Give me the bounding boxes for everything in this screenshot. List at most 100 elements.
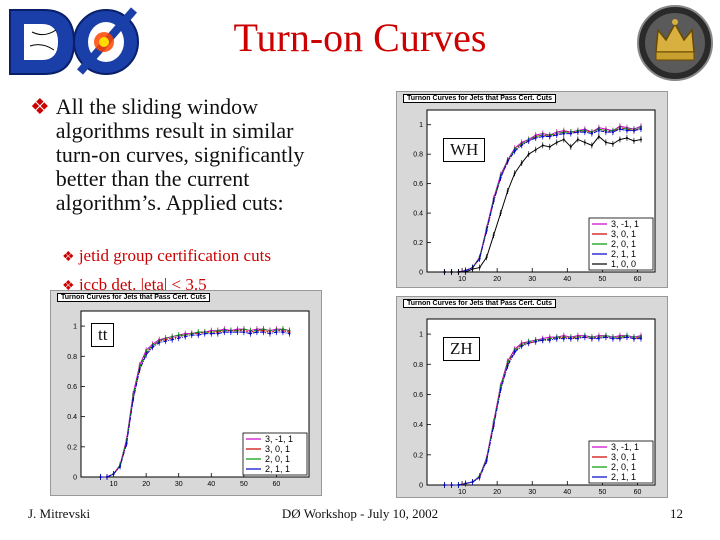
footer-author: J. Mitrevski	[28, 506, 91, 521]
data-point	[541, 339, 544, 342]
plot-label-zh: ZH	[443, 337, 480, 361]
data-point	[450, 271, 453, 273]
data-point	[611, 337, 614, 340]
legend-entry: 3, 0, 1	[265, 444, 290, 454]
series-line	[100, 331, 290, 478]
legend-entry: 1, 0, 0	[611, 259, 636, 269]
plot-wh: 10 20 30 40 50 60 0 0.2 0.4 0.6 0.8 1 3, -1, 1 3, 0, …	[396, 91, 668, 288]
sub-bullet-text: jccb det. |eta| < 3.5	[78, 275, 207, 294]
data-point	[499, 212, 502, 215]
data-point	[249, 332, 252, 335]
data-point	[125, 442, 128, 445]
data-point	[639, 138, 642, 141]
x-tick-label: 30	[175, 481, 183, 488]
series-line	[444, 128, 642, 273]
y-tick-label: 0.2	[413, 240, 423, 247]
y-tick-label: 0.4	[67, 414, 77, 421]
y-tick-label: 0.6	[413, 392, 423, 399]
x-tick-label: 10	[110, 481, 118, 488]
data-point	[506, 190, 509, 192]
x-tick-label: 30	[528, 489, 536, 496]
data-point	[177, 334, 180, 337]
data-point	[583, 336, 586, 339]
data-point	[611, 142, 614, 145]
data-point	[485, 459, 488, 462]
data-point	[597, 135, 600, 138]
legend-entry: 2, 0, 1	[265, 454, 290, 464]
data-point	[255, 331, 258, 334]
data-point	[281, 331, 284, 334]
data-point	[534, 340, 537, 343]
sub-bullet-text: jetid group certification cuts	[78, 246, 271, 265]
data-point	[576, 138, 579, 141]
data-point	[229, 331, 232, 334]
data-point	[184, 335, 187, 338]
data-point	[288, 329, 291, 332]
data-point	[555, 134, 558, 137]
data-point	[478, 266, 481, 269]
data-point	[457, 271, 460, 273]
x-tick-label: 60	[634, 489, 642, 496]
x-tick-label: 10	[458, 276, 466, 283]
data-point	[548, 135, 551, 138]
data-point	[520, 162, 523, 165]
slide-title: Turn-on Curves	[233, 15, 487, 60]
y-tick-label: 0.4	[413, 422, 423, 429]
legend-entry: 3, 0, 1	[611, 452, 636, 462]
y-tick-label: 0.6	[413, 181, 423, 188]
y-tick-label: 0	[73, 475, 77, 482]
data-point	[164, 340, 167, 343]
data-point	[527, 342, 530, 345]
data-point	[132, 399, 135, 402]
data-point	[478, 476, 481, 479]
y-tick-label: 0	[419, 483, 423, 490]
data-point	[478, 257, 481, 260]
x-tick-label: 10	[458, 489, 466, 496]
y-tick-label: 0.8	[413, 362, 423, 369]
data-point	[520, 345, 523, 348]
data-point	[590, 337, 593, 340]
data-point	[203, 332, 206, 335]
data-point	[262, 331, 265, 334]
y-tick-label: 0.6	[67, 384, 77, 391]
data-point	[164, 337, 167, 340]
data-point	[177, 337, 180, 340]
data-point	[548, 145, 551, 148]
plot-tt-canvas: 10 20 30 40 50 60 0 0.2 0.4 0.6 0.8 1 3, -1, 13, 0, …	[67, 310, 310, 488]
x-tick-label: 40	[563, 489, 571, 496]
data-point	[618, 128, 621, 131]
x-tick-label: 30	[528, 276, 536, 283]
data-point	[288, 332, 291, 335]
data-point	[562, 132, 565, 135]
data-point	[625, 336, 628, 339]
legend-entry: 3, -1, 1	[611, 442, 639, 452]
data-point	[611, 131, 614, 134]
plot-title: Turnon Curves for Jets that Pass Cert. C…	[403, 299, 556, 308]
data-point	[223, 331, 226, 334]
plot-wh-canvas: 10 20 30 40 50 60 0 0.2 0.4 0.6 0.8 1 3, -1, 13, 0, …	[413, 109, 656, 283]
data-point	[249, 329, 252, 332]
data-point	[639, 128, 642, 131]
data-point	[145, 353, 148, 356]
data-point	[138, 368, 141, 371]
data-point	[506, 361, 509, 364]
data-point	[112, 472, 115, 475]
data-point	[145, 350, 148, 353]
plot-zh-canvas: 10 20 30 40 50 60 0 0.2 0.4 0.6 0.8 1 3, -1, 13, 0, …	[413, 318, 656, 496]
y-tick-label: 0.8	[67, 354, 77, 361]
data-point	[569, 337, 572, 340]
data-point	[590, 144, 593, 147]
data-point	[485, 229, 488, 232]
data-point	[555, 141, 558, 144]
plot-tt: 10 20 30 40 50 60 0 0.2 0.4 0.6 0.8 1 3, -1, 1 3, 0, …	[50, 290, 322, 496]
series-line	[444, 335, 641, 486]
data-point	[119, 465, 122, 468]
legend-box	[588, 440, 654, 484]
data-point	[138, 365, 141, 368]
data-point	[132, 394, 135, 397]
x-tick-label: 50	[240, 481, 248, 488]
data-point	[499, 388, 502, 391]
main-bullet: ❖ All the sliding window algorithms resul…	[30, 95, 350, 215]
data-point	[506, 160, 509, 163]
data-point	[275, 331, 278, 334]
